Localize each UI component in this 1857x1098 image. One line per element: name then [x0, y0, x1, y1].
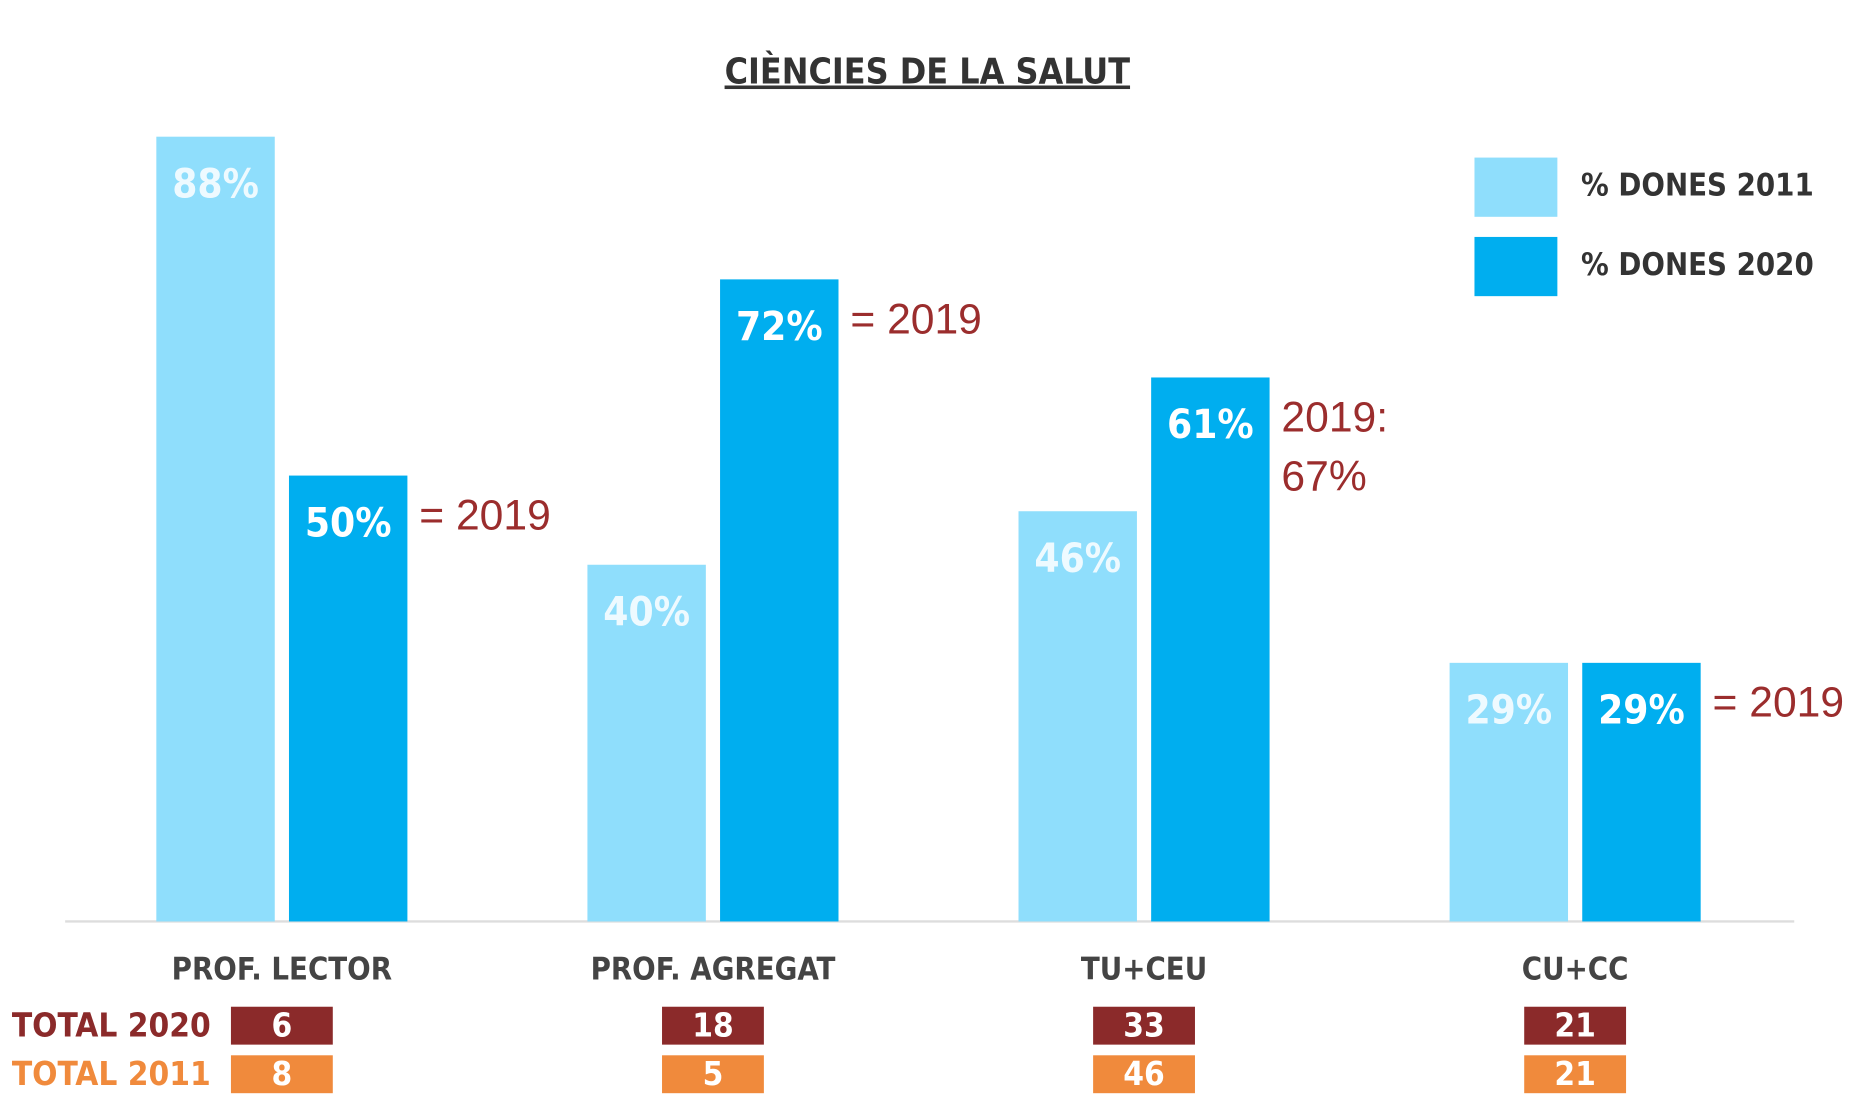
total-box — [662, 1006, 764, 1045]
chart-subtitle: CIÈNCIES DE LA SALUT — [725, 50, 1131, 92]
bar — [1449, 662, 1569, 922]
value-label: 72% — [736, 304, 823, 350]
annotation: 67% — [1281, 453, 1366, 501]
bar — [156, 136, 275, 922]
total-value: 18 — [692, 1005, 734, 1044]
bar — [720, 279, 839, 922]
annotation: = 2019 — [1713, 679, 1845, 727]
bar — [1151, 377, 1270, 922]
total-row-label: TOTAL 2020 — [12, 1005, 211, 1044]
total-box — [1093, 1006, 1195, 1045]
bar — [288, 475, 408, 922]
x-tick-label: PROF. LECTOR — [172, 952, 392, 988]
total-box — [230, 1006, 333, 1045]
legend-swatch — [1474, 157, 1558, 217]
annotation: = 2019 — [419, 491, 551, 539]
value-label: 29% — [1465, 688, 1552, 734]
annotation: = 2019 — [850, 295, 982, 343]
x-tick-label: CU+CC — [1522, 952, 1629, 988]
total-value: 21 — [1554, 1005, 1596, 1044]
legend-swatch — [1474, 236, 1558, 297]
total-value: 33 — [1123, 1005, 1165, 1044]
value-label: 50% — [305, 500, 392, 546]
value-label: 88% — [172, 161, 259, 207]
bar — [1582, 662, 1701, 922]
total-value: 21 — [1554, 1054, 1596, 1093]
total-box — [1524, 1055, 1627, 1094]
total-box — [1093, 1055, 1195, 1094]
total-value: 6 — [271, 1005, 292, 1044]
bar — [587, 564, 706, 922]
annotation: 2019: — [1281, 393, 1388, 441]
total-row-label: TOTAL 2011 — [12, 1054, 211, 1093]
total-box — [662, 1055, 764, 1094]
total-value: 8 — [271, 1054, 292, 1093]
bar — [1018, 511, 1137, 922]
value-label: 29% — [1598, 688, 1685, 734]
value-label: 61% — [1167, 402, 1254, 448]
total-value: 46 — [1123, 1054, 1165, 1093]
value-label: 40% — [603, 589, 690, 635]
value-label: 46% — [1034, 536, 1121, 582]
x-tick-label: TU+CEU — [1081, 952, 1207, 988]
legend-label: % DONES 2020 — [1581, 247, 1814, 283]
total-box — [230, 1055, 333, 1094]
total-box — [1524, 1006, 1627, 1045]
x-tick-label: PROF. AGREGAT — [591, 952, 836, 988]
legend-label: % DONES 2011 — [1581, 168, 1814, 204]
total-value: 5 — [703, 1054, 724, 1093]
